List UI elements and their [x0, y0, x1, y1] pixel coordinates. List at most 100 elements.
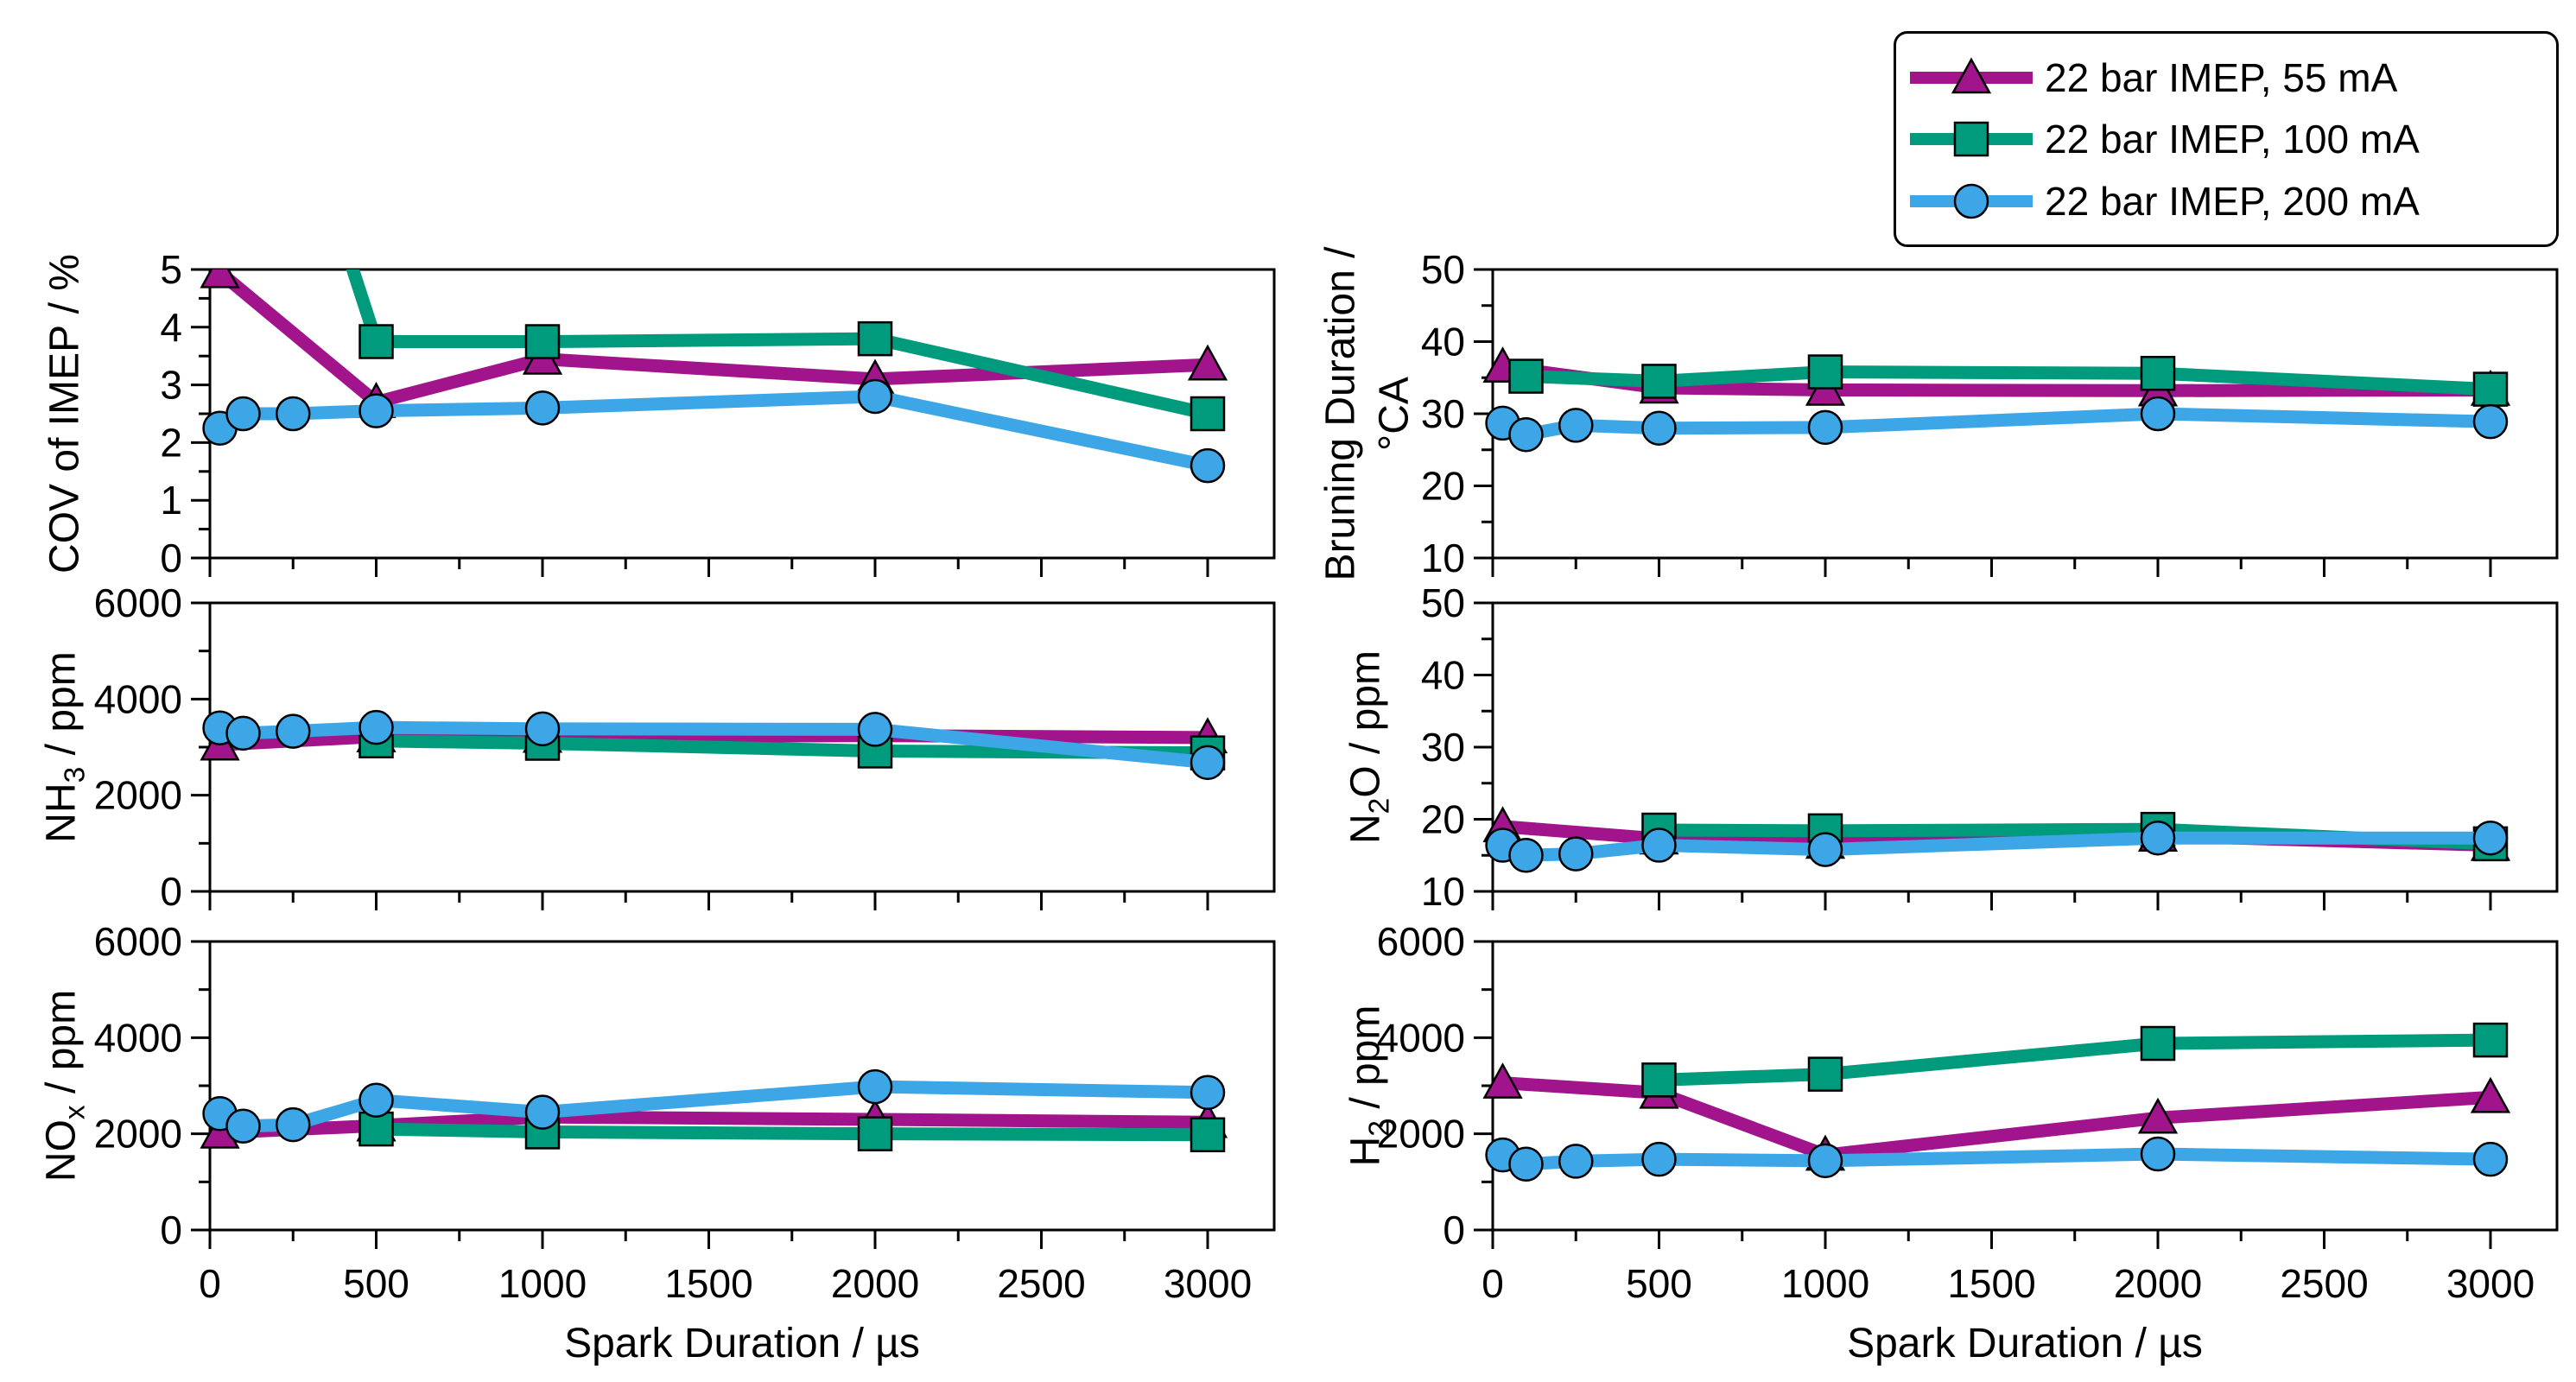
series-circle [202, 709, 1226, 781]
square-marker-icon [1807, 354, 1843, 390]
legend-label: 22 bar IMEP, 55 mA [2045, 54, 2398, 100]
legend-item-55ma: 22 bar IMEP, 55 mA [1907, 54, 2556, 101]
legend-marker-square-icon [1910, 121, 2033, 157]
circle-marker-icon [276, 1106, 311, 1143]
triangle-marker-icon [200, 269, 240, 288]
circle-marker-icon [1953, 183, 1989, 219]
series-circle [202, 378, 1226, 484]
circle-marker-icon [358, 1082, 394, 1118]
y-axis-label-text: COV of IMEP / % [41, 254, 88, 574]
circle-marker-icon [1508, 838, 1544, 873]
series-circle [1485, 820, 2509, 873]
circle-marker-icon [1807, 832, 1843, 867]
y-axis-label-text: N [1342, 814, 1389, 845]
circle-marker-icon [1807, 1143, 1843, 1179]
circle-marker-icon [1190, 1075, 1226, 1111]
square-marker-icon [1953, 121, 1989, 157]
y-tick-label: 20 [1421, 464, 1465, 509]
square-marker-icon [1190, 396, 1226, 432]
circle-marker-icon [857, 712, 893, 747]
y-tick-label: 6000 [94, 580, 182, 625]
circle-marker-icon [1190, 745, 1226, 781]
y-axis-label-text: H [1342, 1136, 1389, 1167]
y-tick-label: 40 [1421, 653, 1465, 698]
circle-marker-icon [1190, 447, 1226, 484]
x-tick-label: 0 [199, 1261, 221, 1306]
circle-marker-icon [857, 378, 893, 415]
series-square [346, 269, 1226, 432]
y-axis-label-cov: COV of IMEP / % [41, 254, 89, 574]
y-tick-label: 6000 [1377, 919, 1465, 964]
square-marker-icon [857, 1116, 893, 1151]
x-tick-label: 2000 [831, 1261, 919, 1306]
y-tick-label: 50 [1421, 580, 1465, 625]
square-marker-icon [1190, 1117, 1226, 1153]
triangle-marker-icon [2137, 1097, 2179, 1134]
square-marker-icon [358, 324, 394, 359]
square-marker-icon [1641, 364, 1677, 399]
y-tick-label: 4000 [94, 676, 182, 721]
circle-marker-icon [2472, 1141, 2509, 1177]
legend-item-200ma: 22 bar IMEP, 200 mA [1907, 178, 2556, 225]
y-axis-label-h2: H2 / ppm [1342, 1005, 1397, 1167]
y-tick-label: 0 [160, 869, 182, 914]
y-tick-label: 30 [1421, 391, 1465, 436]
y-axis-label-text: 2 [1363, 797, 1396, 815]
y-axis-label-n2o: N2O / ppm [1342, 650, 1397, 844]
x-tick-label: 500 [343, 1261, 409, 1306]
plot-cov-of-imep: 0 1 2 3 4 5 [160, 247, 1276, 580]
plot-nh3: 0 2000 4000 6000 [94, 580, 1276, 914]
x-tick-label: 1500 [1947, 1261, 2035, 1306]
square-marker-icon [2472, 1022, 2509, 1058]
series-line [376, 1122, 1209, 1142]
y-tick-label: 40 [1421, 320, 1465, 365]
circle-marker-icon [524, 1094, 561, 1130]
y-tick-label: 20 [1421, 797, 1465, 842]
y-tick-label: 2000 [94, 773, 182, 818]
triangle-marker-icon [2470, 1076, 2511, 1113]
y-tick-label: 30 [1421, 725, 1465, 770]
circle-marker-icon [1641, 827, 1677, 863]
circle-marker-icon [2472, 403, 2509, 440]
series-square [358, 1111, 1226, 1153]
y-tick-label: 3 [160, 363, 182, 408]
x-tick-label: 2000 [2114, 1261, 2202, 1306]
y-axis-label-bruning-line1: Bruning Duration / [1317, 247, 1365, 581]
plot-bruning-duration: 10 20 30 40 50 [1421, 247, 2559, 580]
legend-label: 22 bar IMEP, 100 mA [2045, 117, 2420, 162]
series-square [1508, 354, 2509, 407]
square-marker-icon [1641, 1062, 1677, 1098]
triangle-marker-icon [1187, 344, 1228, 381]
y-axis-label-text: / ppm [38, 989, 85, 1106]
circle-marker-icon [276, 396, 311, 432]
square-marker-icon [2140, 355, 2176, 391]
y-axis-label-text: O / ppm [1342, 650, 1389, 798]
circle-marker-icon [2140, 396, 2176, 432]
y-tick-label: 1 [160, 478, 182, 523]
y-axis-label-text: °CA [1371, 377, 1418, 451]
square-marker-icon [857, 320, 893, 357]
x-axis-label-right: Spark Duration / µs [1847, 1321, 2203, 1366]
series-circle [1485, 1136, 2509, 1182]
x-axis-label-left: Spark Duration / µs [564, 1321, 920, 1366]
y-axis-label-text: / ppm [1342, 1005, 1389, 1121]
series-square [1641, 1022, 2509, 1098]
x-tick-label: 2500 [997, 1261, 1085, 1306]
plot-h2: 0 2000 4000 6000 0 500 1000 1500 2000 2500 3000 [1377, 919, 2559, 1306]
triangle-marker-icon [1482, 1062, 1523, 1099]
circle-marker-icon [857, 1068, 893, 1105]
x-tick-label: 3000 [1164, 1261, 1252, 1306]
y-axis-label-text: NO [38, 1119, 85, 1182]
y-tick-label: 50 [1421, 247, 1465, 292]
triangle-marker-icon [1951, 56, 1992, 93]
circle-marker-icon [225, 715, 261, 751]
y-axis-label-nh3: NH3 / ppm [38, 651, 92, 842]
circle-marker-icon [1641, 1141, 1677, 1177]
series-circle [1485, 396, 2509, 453]
square-marker-icon [524, 324, 561, 359]
legend-marker-circle-icon [1910, 183, 2033, 219]
circle-marker-icon [2140, 820, 2176, 856]
circle-marker-icon [1558, 408, 1594, 443]
circle-marker-icon [1508, 1146, 1544, 1182]
